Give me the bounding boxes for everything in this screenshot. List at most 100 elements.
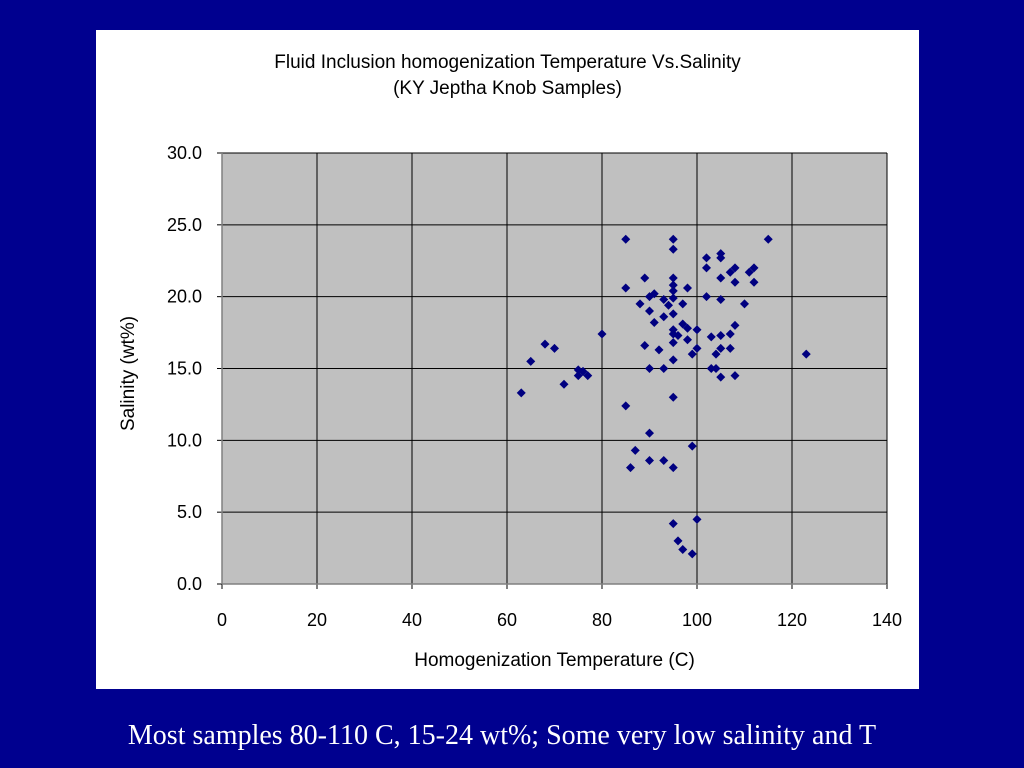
data-point bbox=[640, 341, 650, 351]
data-point bbox=[668, 355, 678, 365]
data-point bbox=[740, 299, 749, 309]
data-point bbox=[744, 267, 754, 277]
data-point bbox=[683, 283, 692, 293]
data-point bbox=[678, 299, 688, 309]
data-point bbox=[668, 463, 678, 473]
data-point bbox=[526, 356, 536, 366]
data-point bbox=[683, 323, 692, 333]
chart-panel: Fluid Inclusion homogenization Temperatu… bbox=[96, 30, 919, 689]
data-point bbox=[626, 463, 635, 473]
data-point bbox=[725, 267, 735, 277]
data-point bbox=[730, 371, 740, 381]
x-tick-label: 140 bbox=[872, 610, 902, 630]
data-point bbox=[645, 306, 654, 316]
data-point bbox=[683, 335, 692, 345]
data-point bbox=[645, 455, 654, 465]
data-point bbox=[725, 343, 735, 353]
data-point bbox=[659, 295, 669, 305]
y-axis-title: Salinity (wt%) bbox=[118, 316, 139, 431]
data-point bbox=[678, 545, 688, 555]
data-point bbox=[749, 263, 759, 273]
y-tick-label: 20.0 bbox=[167, 287, 202, 307]
axes bbox=[217, 152, 888, 589]
y-tick-label: 0.0 bbox=[177, 574, 202, 594]
data-points bbox=[516, 234, 811, 559]
data-point bbox=[659, 312, 669, 322]
data-point bbox=[668, 309, 678, 319]
data-point bbox=[706, 364, 716, 373]
data-point bbox=[716, 343, 726, 353]
data-point bbox=[730, 263, 740, 273]
chart-subtitle: (KY Jeptha Knob Samples) bbox=[393, 78, 622, 99]
data-point bbox=[702, 263, 711, 273]
data-point bbox=[659, 455, 669, 465]
data-point bbox=[711, 349, 721, 359]
data-point bbox=[673, 330, 683, 340]
x-tick-label: 20 bbox=[307, 610, 327, 630]
x-tick-labels: 0 20 40 60 80 100 120 140 bbox=[217, 610, 902, 630]
y-tick-labels: 0.0 5.0 10.0 15.0 20.0 25.0 30.0 bbox=[167, 143, 202, 594]
data-point bbox=[725, 329, 735, 339]
data-point bbox=[583, 371, 593, 381]
data-point bbox=[621, 401, 631, 411]
chart-title-block: Fluid Inclusion homogenization Temperatu… bbox=[96, 50, 919, 102]
data-point bbox=[559, 379, 569, 389]
data-point bbox=[645, 428, 654, 438]
x-tick-label: 60 bbox=[497, 610, 517, 630]
data-point bbox=[550, 343, 559, 353]
data-point bbox=[692, 343, 702, 353]
data-point bbox=[578, 366, 588, 376]
data-point bbox=[540, 339, 550, 349]
data-point bbox=[692, 514, 702, 524]
data-point bbox=[621, 283, 631, 293]
x-tick-label: 0 bbox=[217, 610, 227, 630]
data-point bbox=[654, 345, 664, 355]
data-point bbox=[711, 364, 721, 373]
data-point bbox=[649, 318, 659, 328]
data-point bbox=[801, 349, 811, 359]
gridlines bbox=[222, 152, 887, 584]
data-point bbox=[668, 234, 678, 244]
data-point bbox=[664, 300, 673, 310]
data-point bbox=[668, 280, 678, 290]
chart-title: Fluid Inclusion homogenization Temperatu… bbox=[274, 52, 741, 73]
data-point bbox=[621, 234, 631, 244]
data-point bbox=[516, 388, 526, 398]
data-point bbox=[597, 329, 607, 339]
data-point bbox=[668, 273, 678, 283]
data-point bbox=[730, 320, 740, 330]
scatter-chart: 0 20 40 60 80 100 120 140 0.0 5.0 10.0 15.0 20.0 25.… bbox=[118, 143, 902, 671]
data-point bbox=[668, 338, 678, 348]
y-tick-label: 5.0 bbox=[177, 502, 202, 522]
y-tick-label: 30.0 bbox=[167, 143, 202, 163]
data-point bbox=[716, 372, 726, 382]
y-tick-label: 25.0 bbox=[167, 215, 202, 235]
y-tick-label: 10.0 bbox=[167, 430, 202, 450]
data-point bbox=[678, 319, 688, 329]
data-point bbox=[645, 364, 654, 373]
data-point bbox=[716, 273, 726, 283]
data-point bbox=[668, 293, 678, 303]
data-point bbox=[687, 349, 697, 359]
data-point bbox=[635, 299, 645, 309]
data-point bbox=[716, 330, 726, 340]
x-tick-label: 40 bbox=[402, 610, 422, 630]
data-point bbox=[668, 519, 678, 529]
data-point bbox=[763, 234, 773, 244]
data-point bbox=[706, 332, 716, 342]
x-tick-label: 120 bbox=[777, 610, 807, 630]
data-point bbox=[716, 253, 726, 263]
data-point bbox=[640, 273, 650, 283]
data-point bbox=[687, 441, 697, 451]
data-point bbox=[673, 536, 683, 546]
data-point bbox=[702, 253, 711, 263]
x-tick-label: 80 bbox=[592, 610, 612, 630]
data-point bbox=[573, 371, 583, 381]
data-point bbox=[716, 295, 726, 305]
data-point bbox=[749, 277, 759, 287]
y-tick-label: 15.0 bbox=[167, 359, 202, 379]
data-point bbox=[668, 286, 678, 296]
data-point bbox=[702, 292, 711, 302]
data-point bbox=[730, 277, 740, 287]
x-tick-label: 100 bbox=[682, 610, 712, 630]
